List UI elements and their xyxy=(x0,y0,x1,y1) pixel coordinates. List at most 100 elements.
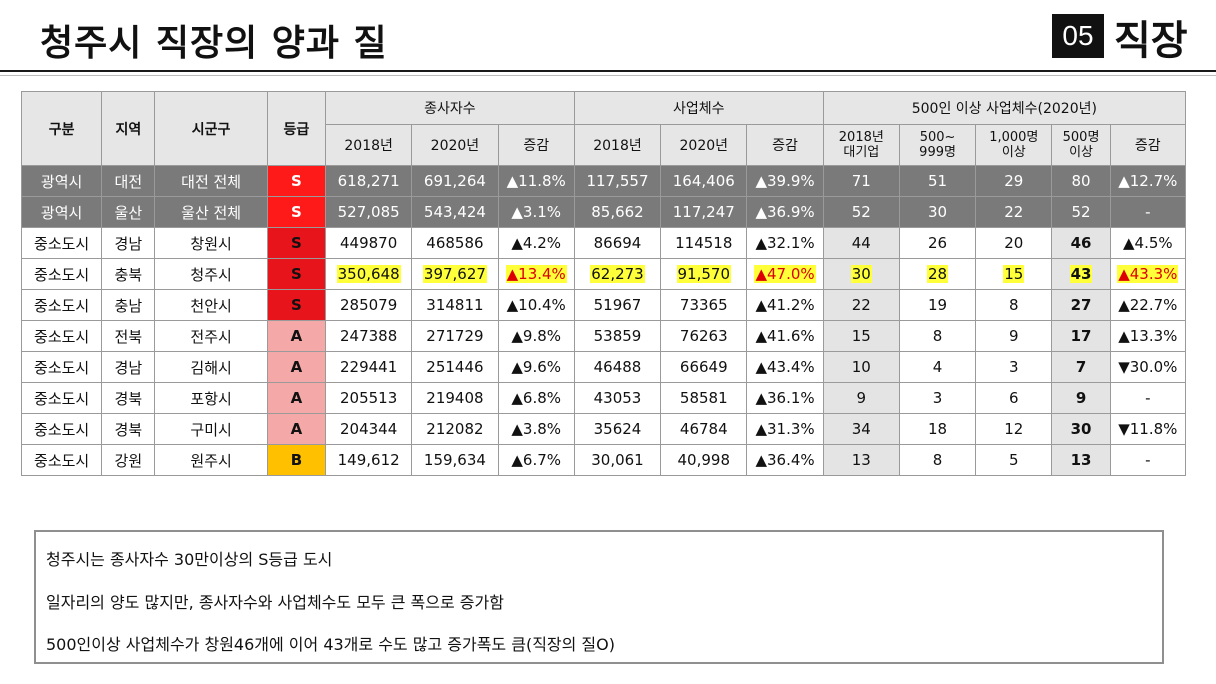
cell-type: 중소도시 xyxy=(20,289,103,321)
cell-large-2018: 30 xyxy=(822,258,900,290)
cell-region: 경북 xyxy=(101,413,156,445)
cell-large-change: ▲12.7% xyxy=(1109,165,1187,197)
cell-grade: S xyxy=(266,289,327,321)
page-title: 청주시 직장의 양과 질 xyxy=(40,23,388,64)
cell-region: 울산 xyxy=(101,196,156,228)
cell-biz-change: ▲39.9% xyxy=(746,165,824,197)
header-rule-thin xyxy=(0,75,1216,76)
table-row: 중소도시 강원 원주시 B 149,612 159,634 ▲6.7% 30,0… xyxy=(20,444,1187,476)
cell-type: 중소도시 xyxy=(20,227,103,259)
cell-type: 광역시 xyxy=(20,196,103,228)
cell-large-2018: 13 xyxy=(822,444,900,476)
cell-large-500: 3 xyxy=(898,382,977,414)
cell-emp-change: ▲13.4% xyxy=(497,258,575,290)
cell-biz-2018: 85,662 xyxy=(573,196,662,228)
cell-grade: B xyxy=(266,444,327,476)
cell-emp-change: ▲3.8% xyxy=(497,413,575,445)
cell-region: 충남 xyxy=(101,289,156,321)
header-large-500: 500~ 999명 xyxy=(898,124,977,166)
cell-city: 전주시 xyxy=(154,320,268,352)
table-row: 광역시 대전 대전 전체 S 618,271 691,264 ▲11.8% 11… xyxy=(20,165,1187,197)
header-biz-2020: 2020년 xyxy=(660,124,748,166)
cell-large-1000: 9 xyxy=(975,320,1053,352)
cell-large-change: ▲13.3% xyxy=(1109,320,1187,352)
cell-biz-change: ▲36.9% xyxy=(746,196,824,228)
cell-emp-2020: 468586 xyxy=(411,227,499,259)
cell-large-1000: 6 xyxy=(975,382,1053,414)
cell-emp-2018: 247388 xyxy=(324,320,413,352)
cell-biz-2018: 51967 xyxy=(573,289,662,321)
cell-biz-2018: 62,273 xyxy=(573,258,662,290)
cell-large-change: ▼11.8% xyxy=(1109,413,1187,445)
cell-city: 구미시 xyxy=(154,413,268,445)
cell-region: 충북 xyxy=(101,258,156,290)
cell-type: 중소도시 xyxy=(20,413,103,445)
cell-biz-change: ▲41.2% xyxy=(746,289,824,321)
cell-biz-2020: 117,247 xyxy=(660,196,748,228)
cell-type: 중소도시 xyxy=(20,382,103,414)
cell-large-total: 52 xyxy=(1051,196,1111,228)
cell-large-2018: 9 xyxy=(822,382,900,414)
cell-region: 경남 xyxy=(101,351,156,383)
cell-emp-2018: 618,271 xyxy=(324,165,413,197)
cell-type: 중소도시 xyxy=(20,444,103,476)
cell-emp-2020: 397,627 xyxy=(411,258,499,290)
cell-biz-2018: 53859 xyxy=(573,320,662,352)
cell-grade: A xyxy=(266,320,327,352)
cell-large-change: ▼30.0% xyxy=(1109,351,1187,383)
cell-large-total: 80 xyxy=(1051,165,1111,197)
cell-emp-2018: 205513 xyxy=(324,382,413,414)
cell-biz-2020: 40,998 xyxy=(660,444,748,476)
cell-emp-2020: 219408 xyxy=(411,382,499,414)
cell-biz-change: ▲36.4% xyxy=(746,444,824,476)
cell-large-500: 4 xyxy=(898,351,977,383)
cell-emp-2020: 251446 xyxy=(411,351,499,383)
cell-biz-2018: 35624 xyxy=(573,413,662,445)
cell-city: 울산 전체 xyxy=(154,196,268,228)
cell-large-total: 27 xyxy=(1051,289,1111,321)
header-businesses: 사업체수 xyxy=(573,91,824,125)
table-row: 중소도시 경남 창원시 S 449870 468586 ▲4.2% 86694 … xyxy=(20,227,1187,259)
header-biz-2018: 2018년 xyxy=(573,124,662,166)
cell-emp-2018: 229441 xyxy=(324,351,413,383)
header-emp-change: 증감 xyxy=(497,124,575,166)
cell-large-500: 8 xyxy=(898,444,977,476)
table-row: 광역시 울산 울산 전체 S 527,085 543,424 ▲3.1% 85,… xyxy=(20,196,1187,228)
cell-grade: A xyxy=(266,351,327,383)
header-rule xyxy=(0,70,1216,72)
cell-emp-2020: 159,634 xyxy=(411,444,499,476)
cell-emp-change: ▲10.4% xyxy=(497,289,575,321)
cell-city: 창원시 xyxy=(154,227,268,259)
cell-biz-2020: 76263 xyxy=(660,320,748,352)
cell-biz-change: ▲32.1% xyxy=(746,227,824,259)
cell-region: 전북 xyxy=(101,320,156,352)
cell-biz-2020: 58581 xyxy=(660,382,748,414)
cell-region: 경남 xyxy=(101,227,156,259)
cell-city: 김해시 xyxy=(154,351,268,383)
cell-biz-2020: 73365 xyxy=(660,289,748,321)
table-row: 중소도시 전북 전주시 A 247388 271729 ▲9.8% 53859 … xyxy=(20,320,1187,352)
cell-large-1000: 15 xyxy=(975,258,1053,290)
header-biz-change: 증감 xyxy=(746,124,824,166)
cell-large-change: - xyxy=(1109,382,1187,414)
section-number-badge: 05 xyxy=(1052,14,1104,58)
cell-biz-2020: 46784 xyxy=(660,413,748,445)
header-large-total: 500명 이상 xyxy=(1051,124,1111,166)
cell-biz-2020: 91,570 xyxy=(660,258,748,290)
header-employees: 종사자수 xyxy=(325,91,575,125)
cell-type: 중소도시 xyxy=(20,351,103,383)
table-row: 중소도시 경남 김해시 A 229441 251446 ▲9.6% 46488 … xyxy=(20,351,1187,383)
cell-grade: S xyxy=(266,227,327,259)
cell-large-change: - xyxy=(1109,444,1187,476)
cell-region: 경북 xyxy=(101,382,156,414)
cell-large-total: 13 xyxy=(1051,444,1111,476)
cell-type: 광역시 xyxy=(20,165,103,197)
cell-biz-2018: 117,557 xyxy=(573,165,662,197)
cell-large-1000: 29 xyxy=(975,165,1053,197)
cell-large-1000: 12 xyxy=(975,413,1053,445)
header-emp-2018: 2018년 xyxy=(324,124,413,166)
cell-large-total: 17 xyxy=(1051,320,1111,352)
cell-biz-2020: 114518 xyxy=(660,227,748,259)
cell-region: 대전 xyxy=(101,165,156,197)
cell-large-2018: 44 xyxy=(822,227,900,259)
